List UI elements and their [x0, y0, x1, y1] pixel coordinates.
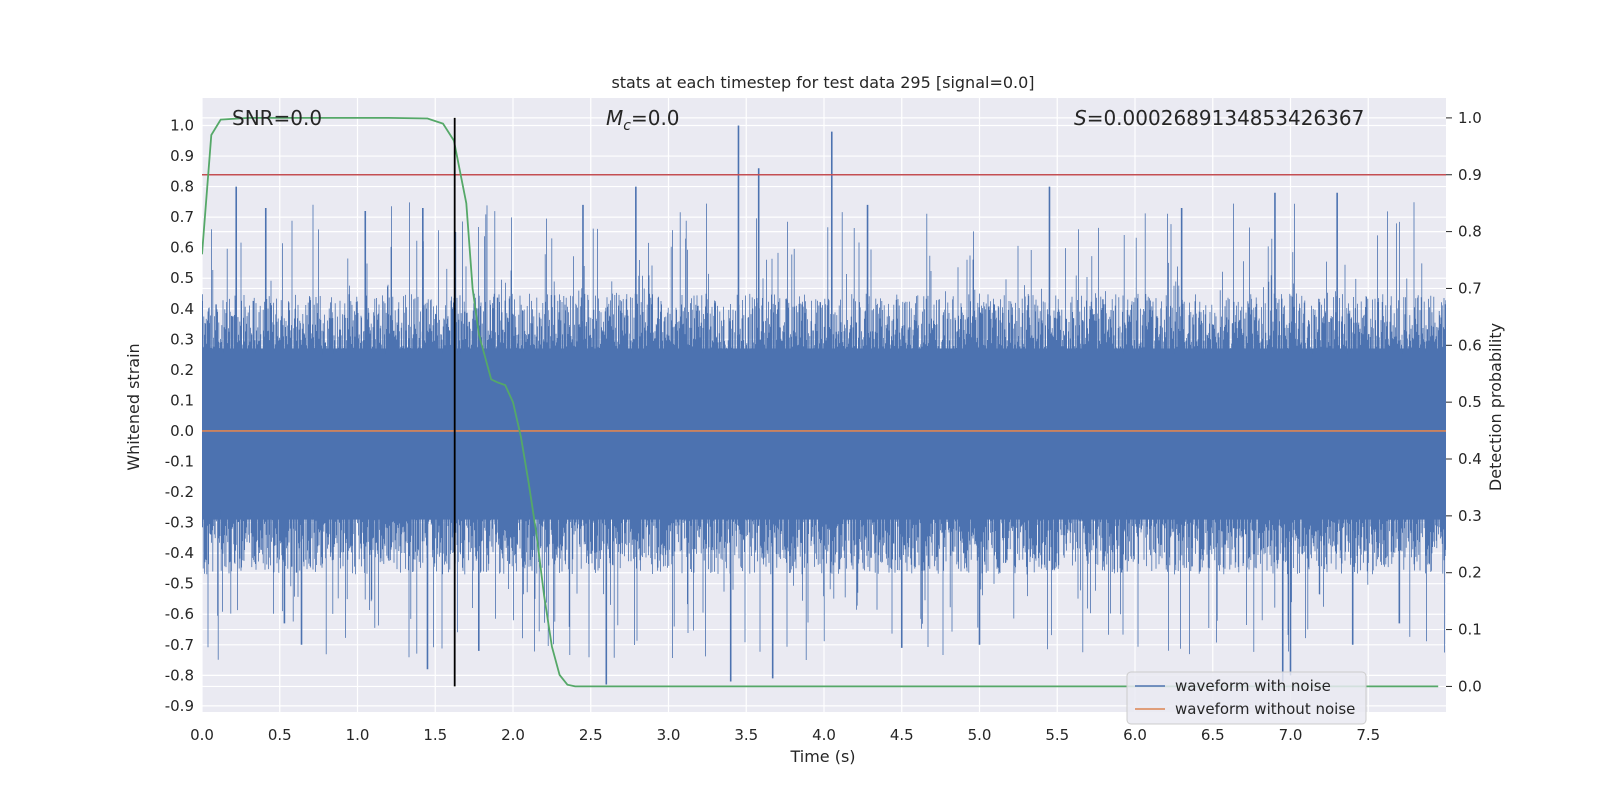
y-tick-label: -0.9: [165, 697, 194, 715]
y-tick-label: 0.1: [170, 391, 194, 409]
snr-annotation: SNR=0.0: [232, 106, 322, 130]
x-tick-label: 0.5: [268, 726, 292, 744]
y-tick-label: 0.8: [170, 178, 194, 196]
noise-series: [202, 125, 1446, 685]
s-value: =0.0002689134853426367: [1087, 106, 1365, 130]
y-tick-label: 1.0: [170, 116, 194, 134]
y2-tick-label: 0.7: [1458, 279, 1482, 297]
legend-label-noise: waveform with noise: [1175, 677, 1331, 695]
mc-subscript: c: [623, 118, 631, 134]
x-tick-label: 3.5: [734, 726, 758, 744]
y-axis-label: Whitened strain: [124, 343, 143, 470]
x-tick-label: 7.5: [1356, 726, 1380, 744]
axis-ticks: 0.0 0.5 1.0 1.5 2.0 2.5 3.0 3.5 4.0 4.5 5.0 5.5 6.0 6…: [165, 109, 1482, 744]
chart-title: stats at each timestep for test data 295…: [611, 73, 1034, 92]
y2-axis-label: Detection probability: [1486, 323, 1505, 491]
y-tick-label: -0.8: [165, 666, 194, 684]
legend-box: [1126, 671, 1367, 725]
x-axis-label: Time (s): [789, 747, 855, 766]
legend: waveform with noise waveform without noi…: [1126, 671, 1367, 725]
y2-tick-label: 0.4: [1458, 450, 1482, 468]
y-tick-label: 0.9: [170, 147, 194, 165]
mc-symbol: M: [606, 106, 623, 130]
y2-tick-label: 0.6: [1458, 336, 1482, 354]
x-tick-label: 2.5: [579, 726, 603, 744]
x-tick-label: 5.5: [1045, 726, 1069, 744]
y2-tick-label: 0.8: [1458, 223, 1482, 241]
y2-tick-label: 0.2: [1458, 564, 1482, 582]
y-tick-label: -0.7: [165, 636, 194, 654]
y-tick-label: 0.5: [170, 269, 194, 287]
s-annotation: S=0.0002689134853426367: [1074, 106, 1364, 130]
y2-tick-label: 0.0: [1458, 677, 1482, 695]
y2-tick-label: 1.0: [1458, 109, 1482, 127]
y-tick-label: -0.3: [165, 514, 194, 532]
y2-tick-label: 0.3: [1458, 507, 1482, 525]
legend-label-clean: waveform without noise: [1175, 700, 1355, 718]
y-tick-label: -0.1: [165, 453, 194, 471]
y-tick-label: -0.6: [165, 605, 194, 623]
y-tick-label: -0.5: [165, 575, 194, 593]
y-tick-label: -0.2: [165, 483, 194, 501]
x-tick-label: 2.0: [501, 726, 525, 744]
y2-tick-label: 0.5: [1458, 393, 1482, 411]
y2-tick-label: 0.9: [1458, 166, 1482, 184]
mc-value: =0.0: [631, 106, 680, 130]
detection-probability-line: [202, 117, 1439, 688]
y-tick-label: -0.4: [165, 544, 194, 562]
mc-annotation: Mc=0.0: [606, 106, 680, 134]
x-tick-label: 1.5: [423, 726, 447, 744]
s-symbol: S: [1074, 106, 1087, 130]
y-tick-label: 0.0: [170, 422, 194, 440]
x-tick-label: 1.0: [346, 726, 370, 744]
x-tick-label: 4.5: [890, 726, 914, 744]
y-tick-label: 0.6: [170, 239, 194, 257]
x-tick-label: 4.0: [812, 726, 836, 744]
y2-tick-label: 0.1: [1458, 621, 1482, 639]
y-tick-label: 0.3: [170, 330, 194, 348]
x-tick-label: 0.0: [190, 726, 214, 744]
y-tick-label: 0.2: [170, 361, 194, 379]
x-tick-label: 6.0: [1123, 726, 1147, 744]
x-tick-label: 5.0: [968, 726, 992, 744]
line-series: [202, 117, 1446, 688]
x-tick-label: 7.0: [1279, 726, 1303, 744]
y-tick-label: 0.4: [170, 300, 194, 318]
y-tick-label: 0.7: [170, 208, 194, 226]
x-tick-label: 6.5: [1201, 726, 1225, 744]
x-tick-label: 3.0: [657, 726, 681, 744]
